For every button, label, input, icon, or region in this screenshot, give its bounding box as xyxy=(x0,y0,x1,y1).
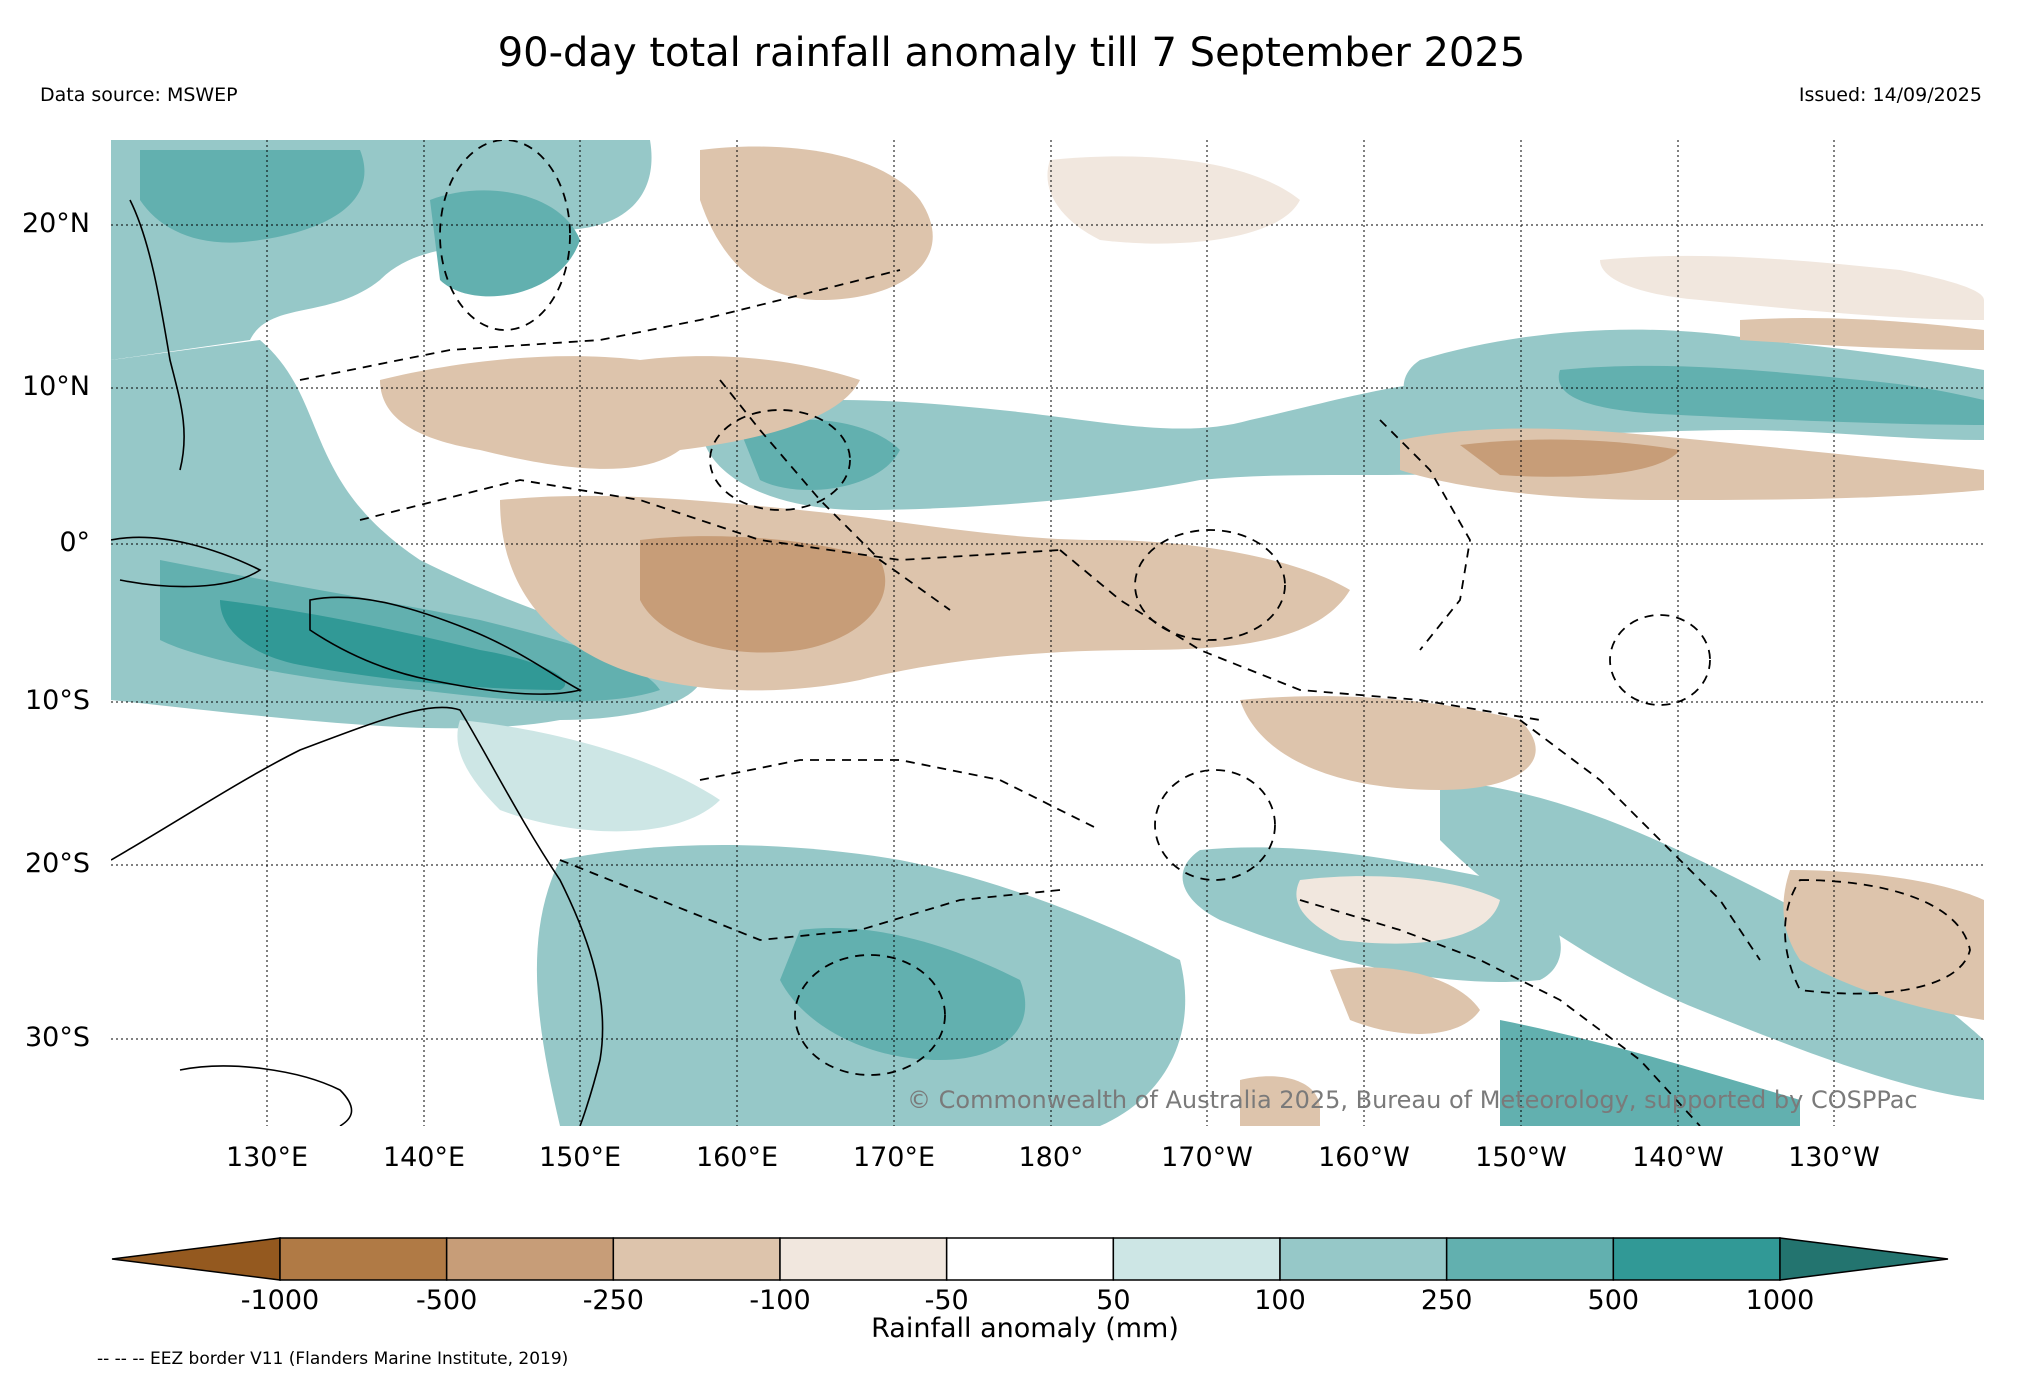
indonesia-coastline xyxy=(111,536,262,588)
colorbar-tick-label: -500 xyxy=(416,1285,478,1316)
colorbar-extend-low xyxy=(111,1237,281,1281)
wet-region-nw-core xyxy=(140,150,365,243)
data-source-label: Data source: MSWEP xyxy=(40,84,238,106)
colorbar-segment xyxy=(779,1237,948,1281)
colorbar-tick-label: 100 xyxy=(1254,1285,1306,1316)
colorbar-tick-label: -250 xyxy=(582,1285,644,1316)
dry-region-equatorial-core xyxy=(640,536,886,653)
philippines-coastline xyxy=(129,199,185,471)
copyright-watermark: © Commonwealth of Australia 2025, Bureau… xyxy=(907,1086,1918,1114)
nz-coastline xyxy=(179,1065,353,1126)
coastlines xyxy=(111,199,604,1126)
wet-region-itcz-west xyxy=(700,380,1544,510)
lon-label-130e: 130°E xyxy=(225,1142,309,1173)
colorbar-segment xyxy=(1112,1237,1281,1281)
lat-label-10n: 10°N xyxy=(21,371,90,402)
colorbar xyxy=(111,1237,1949,1281)
colorbar-tick-label: -1000 xyxy=(240,1285,320,1316)
wet-region-itcz-east-core xyxy=(1558,365,1984,425)
australia-coastline xyxy=(111,706,604,1126)
lon-label-160e: 160°E xyxy=(695,1142,779,1173)
colorbar-segment xyxy=(1612,1237,1781,1281)
dry-region-north-equatorial-core xyxy=(1460,439,1680,477)
colorbar-segment xyxy=(279,1237,448,1281)
colorbar-segment xyxy=(945,1237,1115,1281)
dry-region-east-light xyxy=(1740,318,1984,350)
dry-region-subtropical-band xyxy=(380,356,860,469)
colorbar-tick-label: 250 xyxy=(1420,1285,1473,1316)
wet-region-se-band xyxy=(1500,1020,1800,1126)
eez-legend-note: -- -- -- EEZ border V11 (Flanders Marine… xyxy=(97,1349,569,1369)
lat-label-20s: 20°S xyxy=(25,848,90,879)
colorbar-tick-label: -50 xyxy=(924,1285,969,1316)
dry-region-north-central xyxy=(700,146,933,300)
lon-label-150w: 150°W xyxy=(1475,1142,1567,1173)
colorbar-title: Rainfall anomaly (mm) xyxy=(871,1313,1179,1344)
lon-label-170e: 170°E xyxy=(852,1142,936,1173)
lat-label-20n: 20°N xyxy=(21,208,90,239)
dry-region-south-central-light xyxy=(1296,876,1500,944)
wet-region-png-core xyxy=(220,600,566,690)
colorbar-segment xyxy=(1279,1237,1448,1281)
dry-region-tasman xyxy=(1240,1076,1320,1126)
colorbar-segment xyxy=(1445,1237,1615,1281)
colorbar-extend-high xyxy=(1779,1237,1949,1281)
colorbar-segment xyxy=(445,1237,615,1281)
lon-label-150e: 150°E xyxy=(538,1142,622,1173)
wet-region-coral-sea xyxy=(457,720,720,832)
dry-region-east-subtropical xyxy=(1600,255,1984,320)
dry-region-north-east-light xyxy=(1047,156,1300,244)
lat-label-30s: 30°S xyxy=(25,1022,90,1053)
lon-label-170w: 170°W xyxy=(1161,1142,1253,1173)
lon-label-140e: 140°E xyxy=(382,1142,466,1173)
lon-label-140w: 140°W xyxy=(1632,1142,1724,1173)
graticule xyxy=(111,140,1984,1126)
issued-date-label: Issued: 14/09/2025 xyxy=(1798,84,1982,106)
lat-label-10s: 10°S xyxy=(25,685,90,716)
colorbar-tick-label: 50 xyxy=(1096,1285,1131,1316)
lon-label-130w: 130°W xyxy=(1788,1142,1880,1173)
wet-region-nw-core2 xyxy=(430,190,580,297)
lon-label-160w: 160°W xyxy=(1318,1142,1410,1173)
lon-label-180: 180° xyxy=(1018,1142,1084,1173)
dry-region-south-far xyxy=(1330,967,1480,1034)
colorbar-tick-label: 500 xyxy=(1587,1285,1640,1316)
wet-anomaly-regions xyxy=(111,140,1984,1126)
wet-region-itcz-west-core xyxy=(740,419,900,490)
map-title: 90-day total rainfall anomaly till 7 Sep… xyxy=(497,30,1526,76)
colorbar-tick-label: 1000 xyxy=(1745,1285,1815,1316)
colorbar-segment xyxy=(612,1237,781,1281)
colorbar-tick-label: -100 xyxy=(749,1285,811,1316)
wet-region-spcz-core xyxy=(780,928,1026,1060)
lat-label-equator: 0° xyxy=(59,527,90,558)
eez-borders xyxy=(299,140,1971,1126)
dry-region-central-south xyxy=(1240,696,1536,790)
wet-region-southeast xyxy=(1440,780,1984,1100)
